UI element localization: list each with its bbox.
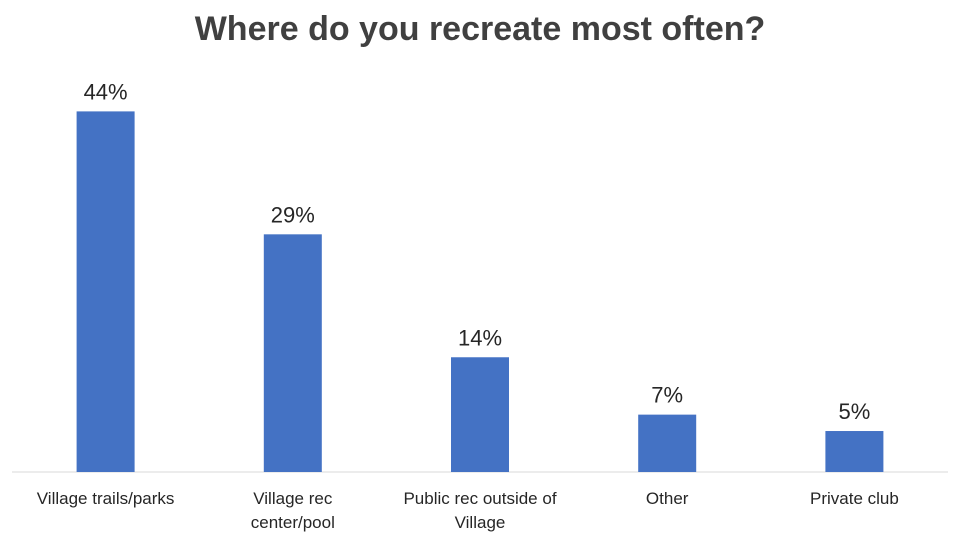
bar-3 [638, 414, 697, 472]
x-tick-label-line: Village rec [253, 489, 333, 508]
x-tick-label-line: Other [646, 489, 689, 508]
x-tick-label-line: Private club [810, 489, 899, 508]
data-label-0: 44% [84, 79, 128, 104]
bar-0 [76, 111, 135, 473]
x-tick-label-line: Village [455, 513, 506, 532]
x-tick-label-line: Village trails/parks [37, 489, 175, 508]
x-tick-label-0: Village trails/parks [37, 489, 175, 508]
x-tick-label-2: Public rec outside of Village [403, 489, 556, 532]
x-tick-label-line: center/pool [251, 513, 335, 532]
data-label-2: 14% [458, 325, 502, 350]
data-label-1: 29% [271, 202, 315, 227]
x-tick-label-3: Other [646, 489, 689, 508]
x-tick-label-1: Village rec center/pool [251, 489, 335, 532]
chart-title: Where do you recreate most often? [194, 10, 766, 48]
data-label-4: 5% [839, 399, 871, 424]
bar-1 [263, 234, 322, 472]
bar-2 [451, 357, 509, 472]
data-label-3: 7% [651, 383, 683, 408]
x-tick-label-line: Public rec outside of [403, 489, 556, 508]
x-tick-label-4: Private club [810, 489, 899, 508]
bar-4 [825, 431, 884, 472]
